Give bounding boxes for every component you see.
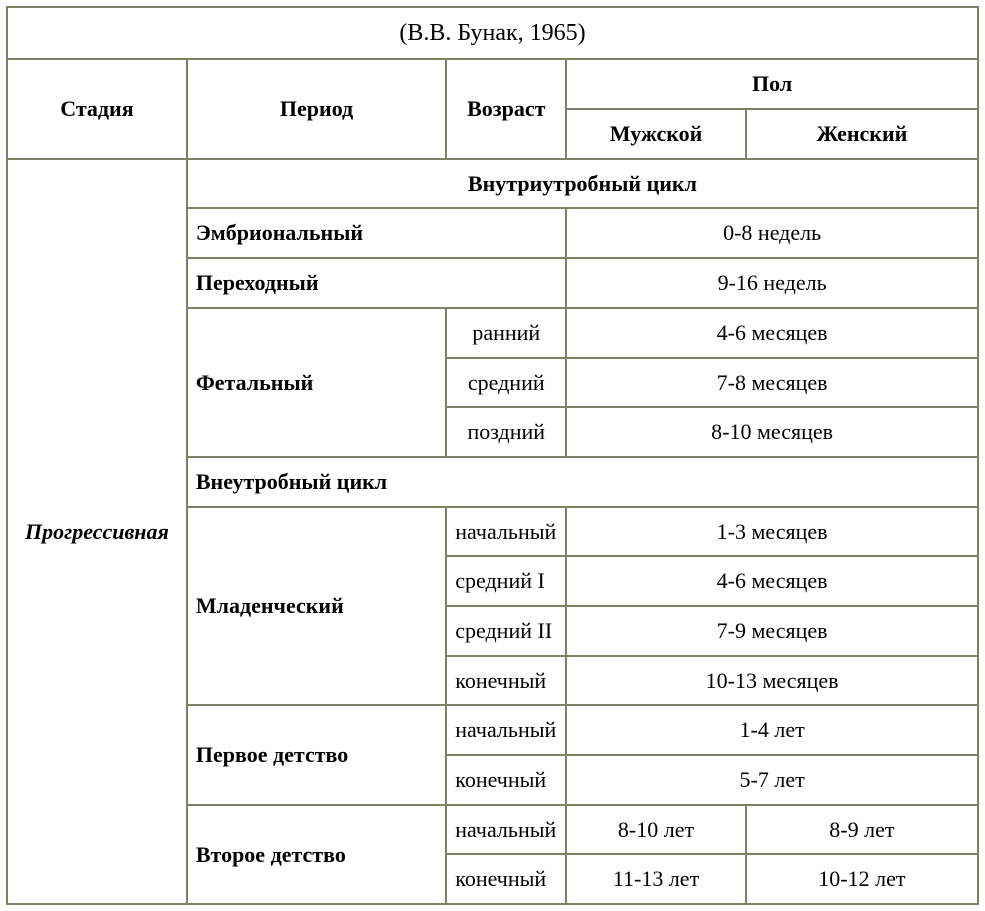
header-period: Период bbox=[187, 59, 446, 158]
value-transitional: 9-16 недель bbox=[566, 258, 978, 308]
age-fetal-0: ранний bbox=[446, 308, 566, 358]
female-child2-0: 8-9 лет bbox=[746, 805, 978, 855]
header-sex: Пол bbox=[566, 59, 978, 109]
caption-row: (В.В. Бунак, 1965) bbox=[7, 7, 978, 59]
period-first-childhood: Первое детство bbox=[187, 705, 446, 804]
age-fetal-2: поздний bbox=[446, 407, 566, 457]
header-age: Возраст bbox=[446, 59, 566, 158]
value-infant-1: 4-6 месяцев bbox=[566, 556, 978, 606]
cycle2-title: Внеутробный цикл bbox=[187, 457, 978, 507]
stage-cell: Прогрессивная bbox=[7, 159, 187, 904]
value-infant-0: 1-3 месяцев bbox=[566, 507, 978, 557]
header-row-1: Стадия Период Возраст Пол bbox=[7, 59, 978, 109]
male-child2-0: 8-10 лет bbox=[566, 805, 746, 855]
period-embryonic: Эмбриональный bbox=[187, 208, 566, 258]
header-male: Мужской bbox=[566, 109, 746, 159]
age-infant-1: средний I bbox=[446, 556, 566, 606]
male-child2-1: 11-13 лет bbox=[566, 854, 746, 904]
period-transitional: Переходный bbox=[187, 258, 566, 308]
age-infant-2: средний II bbox=[446, 606, 566, 656]
age-child2-0: начальный bbox=[446, 805, 566, 855]
age-fetal-1: средний bbox=[446, 358, 566, 408]
value-child1-0: 1-4 лет bbox=[566, 705, 978, 755]
cycle1-title: Внутриутробный цикл bbox=[187, 159, 978, 209]
period-second-childhood: Второе детство bbox=[187, 805, 446, 904]
age-child2-1: конечный bbox=[446, 854, 566, 904]
age-infant-0: начальный bbox=[446, 507, 566, 557]
value-infant-3: 10-13 месяцев bbox=[566, 656, 978, 706]
value-embryonic: 0-8 недель bbox=[566, 208, 978, 258]
periodization-table: (В.В. Бунак, 1965) Стадия Период Возраст… bbox=[6, 6, 979, 905]
table-caption: (В.В. Бунак, 1965) bbox=[7, 7, 978, 59]
female-child2-1: 10-12 лет bbox=[746, 854, 978, 904]
value-fetal-1: 7-8 месяцев bbox=[566, 358, 978, 408]
value-fetal-2: 8-10 месяцев bbox=[566, 407, 978, 457]
age-infant-3: конечный bbox=[446, 656, 566, 706]
age-child1-0: начальный bbox=[446, 705, 566, 755]
period-fetal: Фетальный bbox=[187, 308, 446, 457]
cycle1-title-row: Прогрессивная Внутриутробный цикл bbox=[7, 159, 978, 209]
value-child1-1: 5-7 лет bbox=[566, 755, 978, 805]
period-infant: Младенческий bbox=[187, 507, 446, 706]
header-stage: Стадия bbox=[7, 59, 187, 158]
value-fetal-0: 4-6 месяцев bbox=[566, 308, 978, 358]
age-child1-1: конечный bbox=[446, 755, 566, 805]
value-infant-2: 7-9 месяцев bbox=[566, 606, 978, 656]
header-female: Женский bbox=[746, 109, 978, 159]
